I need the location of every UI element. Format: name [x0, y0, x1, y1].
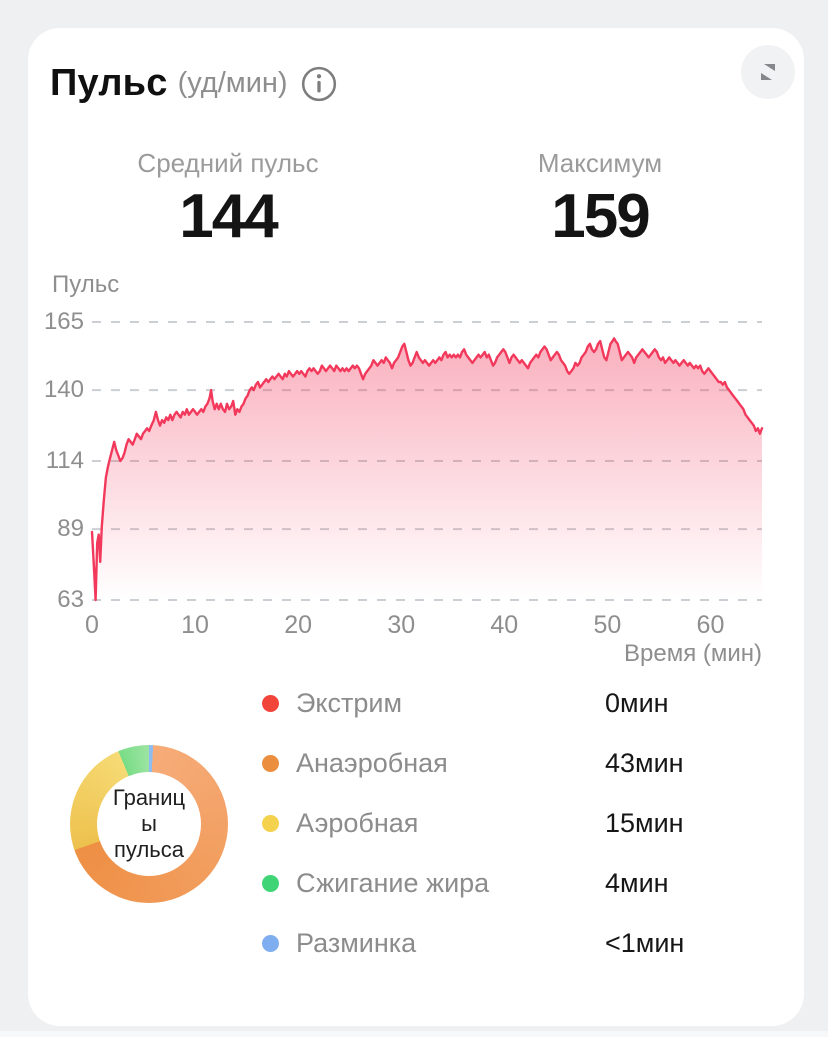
info-icon	[300, 65, 338, 103]
legend-value: 4мин	[605, 867, 669, 898]
x-tick-label: 50	[593, 611, 622, 639]
info-button[interactable]	[300, 65, 338, 103]
legend-row-aerobic: Аэробная 15мин	[262, 793, 752, 853]
stat-average-label: Средний пульс	[137, 148, 319, 178]
extreme-dot-icon	[262, 694, 279, 712]
x-tick-label: 0	[85, 611, 99, 639]
x-tick-label: 20	[284, 611, 313, 639]
stat-maximum-value: 159	[551, 182, 650, 251]
stat-maximum-label: Максимум	[537, 148, 663, 178]
aerobic-dot-icon	[262, 814, 279, 832]
legend-label: Экстрим	[296, 687, 403, 718]
legend-label: Аэробная	[296, 807, 419, 838]
zones-legend: Экстрим 0мин Анаэробная 43мин Аэробная 1…	[262, 673, 752, 973]
heart-rate-chart[interactable]	[90, 321, 764, 602]
x-axis-title: Время (мин)	[623, 640, 762, 667]
legend-label: Анаэробная	[296, 747, 448, 778]
expand-button[interactable]	[741, 45, 795, 99]
stat-average: Средний пульс 144	[68, 148, 388, 251]
pulse-card: Пульс (уд/мин) Средний пульс 144 Максиму…	[28, 28, 804, 1026]
legend-row-extreme: Экстрим 0мин	[262, 673, 752, 733]
legend-row-warmup: Разминка <1мин	[262, 913, 752, 973]
warmup-dot-icon	[262, 934, 279, 952]
fat-burn-dot-icon	[262, 874, 279, 892]
legend-label: Разминка	[296, 927, 417, 958]
legend-value: 43мин	[605, 747, 684, 778]
page-title: Пульс	[50, 62, 168, 104]
expand-icon	[756, 60, 780, 84]
y-tick-label: 165	[43, 308, 84, 335]
stat-maximum: Максимум 159	[440, 148, 760, 251]
pulse-zones-donut: Границ ы пульса	[70, 745, 228, 903]
legend-row-anaerobic: Анаэробная 43мин	[262, 733, 752, 793]
legend-label: Сжигание жира	[296, 867, 490, 898]
y-tick-label: 89	[57, 515, 84, 543]
donut-center-text: пульса	[114, 837, 184, 862]
anaerobic-dot-icon	[262, 754, 279, 772]
legend-row-fat-burn: Сжигание жира 4мин	[262, 853, 752, 913]
page-title-unit: (уд/мин)	[177, 67, 288, 99]
y-tick-label: 140	[43, 376, 84, 404]
next-card-peek	[0, 1031, 828, 1037]
pulse-zones-center: Границ ы пульса	[97, 772, 201, 876]
y-axis-title: Пульс	[52, 271, 120, 298]
legend-value: 0мин	[605, 687, 669, 718]
x-tick-label: 30	[387, 611, 416, 639]
heart-rate-chart-svg	[90, 321, 764, 602]
donut-center-text: ы	[141, 811, 157, 836]
header: Пульс (уд/мин)	[50, 62, 338, 105]
legend-value: <1мин	[605, 927, 685, 958]
x-tick-label: 40	[490, 611, 519, 639]
x-tick-label: 60	[696, 611, 725, 639]
x-tick-label: 10	[181, 611, 209, 639]
legend-value: 15мин	[605, 807, 684, 838]
donut-center-text: Границ	[112, 785, 186, 810]
y-tick-label: 114	[45, 447, 84, 474]
stat-average-value: 144	[179, 182, 278, 251]
y-tick-label: 63	[57, 586, 84, 613]
